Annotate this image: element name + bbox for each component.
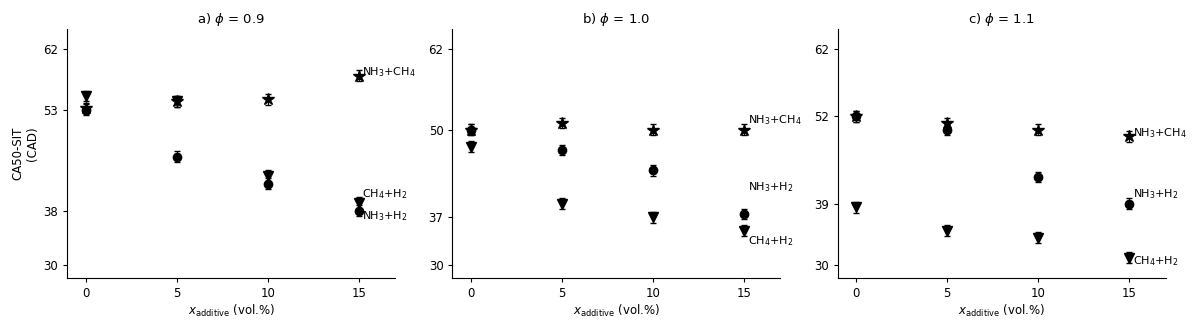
Title: c) $\phi$ = 1.1: c) $\phi$ = 1.1 bbox=[968, 11, 1035, 28]
X-axis label: $x_{\mathrm{additive}}$ (vol.%): $x_{\mathrm{additive}}$ (vol.%) bbox=[573, 303, 660, 319]
Title: b) $\phi$ = 1.0: b) $\phi$ = 1.0 bbox=[582, 11, 651, 28]
Text: CH$_4$+H$_2$: CH$_4$+H$_2$ bbox=[1133, 254, 1178, 268]
X-axis label: $x_{\mathrm{additive}}$ (vol.%): $x_{\mathrm{additive}}$ (vol.%) bbox=[188, 303, 274, 319]
Text: NH$_3$+H$_2$: NH$_3$+H$_2$ bbox=[362, 209, 408, 223]
X-axis label: $x_{\mathrm{additive}}$ (vol.%): $x_{\mathrm{additive}}$ (vol.%) bbox=[958, 303, 1045, 319]
Text: NH$_3$+CH$_4$: NH$_3$+CH$_4$ bbox=[747, 113, 801, 126]
Text: NH$_3$+CH$_4$: NH$_3$+CH$_4$ bbox=[1133, 126, 1186, 140]
Text: NH$_3$+H$_2$: NH$_3$+H$_2$ bbox=[1133, 187, 1179, 201]
Text: NH$_3$+CH$_4$: NH$_3$+CH$_4$ bbox=[362, 66, 416, 80]
Title: a) $\phi$ = 0.9: a) $\phi$ = 0.9 bbox=[197, 11, 265, 28]
Y-axis label: CA50-SIT
(CAD): CA50-SIT (CAD) bbox=[11, 127, 40, 180]
Text: CH$_4$+H$_2$: CH$_4$+H$_2$ bbox=[747, 234, 793, 248]
Text: CH$_4$+H$_2$: CH$_4$+H$_2$ bbox=[362, 187, 408, 201]
Text: NH$_3$+H$_2$: NH$_3$+H$_2$ bbox=[747, 180, 793, 194]
